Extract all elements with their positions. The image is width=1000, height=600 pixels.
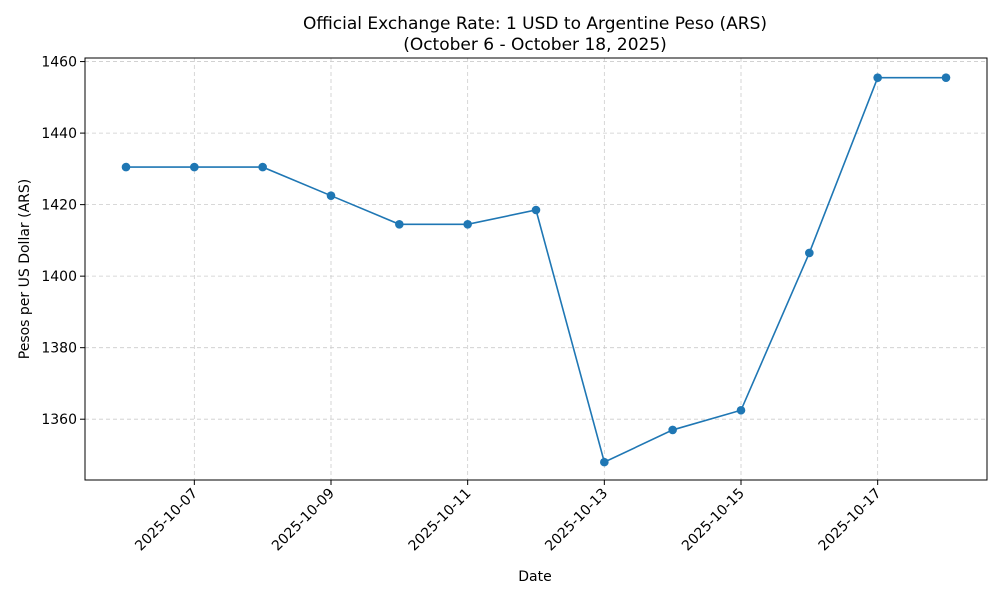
plot-area-frame — [84, 57, 988, 481]
x-tick-label: 2025-10-11 — [406, 486, 475, 555]
y-tick-label: 1360 — [41, 412, 77, 428]
chart-title-line2: (October 6 - October 18, 2025) — [403, 35, 667, 55]
x-tick-label: 2025-10-15 — [679, 486, 748, 555]
axis-ticks: 1360 1380 1400 1420 1440 1460 2025-10-07 2025-1… — [41, 55, 884, 555]
data-point — [326, 191, 336, 200]
data-point — [600, 457, 609, 467]
data-point — [873, 73, 882, 82]
x-tick-label: 2025-10-09 — [269, 486, 338, 555]
x-axis-label: Date — [518, 569, 551, 585]
x-tick-label: 2025-10-07 — [132, 486, 201, 555]
y-tick-label: 1460 — [41, 55, 77, 71]
data-point — [941, 73, 951, 82]
y-axis-label: Pesos per US Dollar (ARS) — [17, 179, 33, 359]
x-tick-label: 2025-10-13 — [542, 486, 611, 555]
y-tick-label: 1420 — [41, 198, 77, 214]
gridlines — [85, 58, 987, 480]
data-point — [258, 162, 267, 172]
data-point — [395, 219, 404, 229]
y-tick-label: 1440 — [41, 126, 77, 142]
series-line — [126, 76, 946, 464]
chart-title-line1: Official Exchange Rate: 1 USD to Argenti… — [303, 14, 767, 34]
data-point — [736, 405, 746, 415]
y-tick-label: 1380 — [41, 341, 77, 357]
series-layer — [121, 73, 951, 467]
data-point — [668, 425, 677, 435]
y-tick-label: 1400 — [41, 269, 77, 285]
x-tick-label: 2025-10-17 — [816, 486, 885, 555]
data-point — [531, 205, 541, 215]
data-point — [190, 162, 199, 172]
data-point — [121, 162, 131, 172]
data-point — [805, 248, 814, 258]
data-point — [463, 219, 472, 229]
